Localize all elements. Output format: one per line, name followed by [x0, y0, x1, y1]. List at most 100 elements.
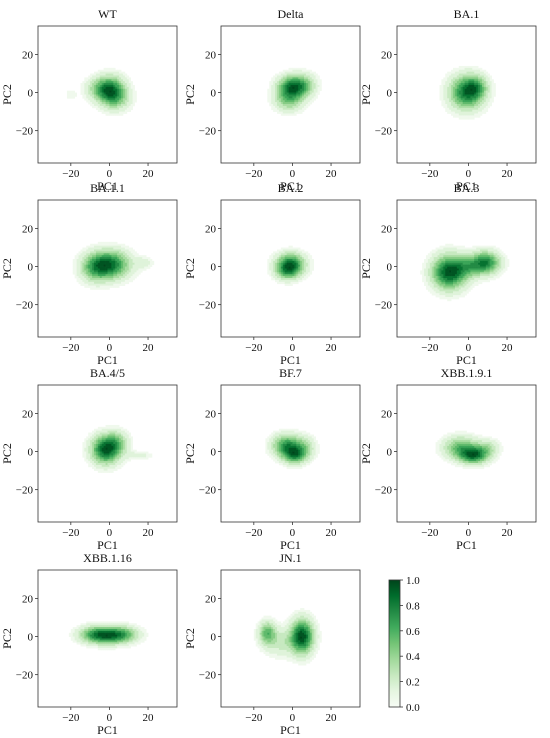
density-cell — [288, 258, 291, 262]
density-cell — [483, 84, 487, 88]
density-cell — [443, 98, 446, 101]
density-cell — [93, 287, 97, 290]
density-cell — [288, 257, 291, 260]
density-cell — [313, 71, 316, 74]
density-cell — [276, 73, 280, 76]
density-cell — [72, 90, 76, 93]
density-cell — [282, 81, 286, 84]
density-cell — [433, 264, 436, 267]
density-cell — [276, 276, 280, 279]
density-cell — [271, 445, 274, 449]
density-cell — [284, 272, 287, 275]
density-cell — [101, 257, 104, 260]
density-cell — [95, 461, 99, 464]
density-cell — [142, 453, 145, 456]
density-cell — [149, 453, 153, 456]
density-cell — [124, 96, 128, 99]
density-cell — [480, 81, 483, 84]
density-cell — [113, 426, 116, 430]
density-cell — [95, 463, 99, 466]
density-cell — [443, 100, 446, 103]
density-cell — [300, 67, 303, 71]
density-cell — [111, 442, 114, 445]
density-cell — [84, 249, 87, 252]
density-cell — [269, 257, 272, 260]
density-cell — [115, 430, 118, 433]
density-cell — [315, 83, 318, 86]
density-cell — [483, 73, 487, 76]
density-cell — [92, 281, 95, 285]
density-cell — [130, 251, 133, 254]
density-cell — [454, 71, 458, 74]
density-cell — [474, 262, 477, 266]
density-cell — [298, 247, 301, 250]
density-cell — [101, 107, 104, 111]
density-cell — [273, 276, 276, 279]
density-cell — [298, 253, 301, 256]
density-cell — [101, 69, 104, 73]
density-cell — [92, 276, 95, 279]
density-cell — [130, 268, 133, 271]
density-cell — [128, 104, 132, 107]
density-cell — [142, 451, 145, 454]
density-cell — [284, 92, 287, 95]
density-cell — [149, 258, 153, 262]
density-cell — [456, 251, 460, 254]
density-cell — [452, 285, 456, 288]
density-cell — [449, 73, 452, 76]
density-cell — [90, 98, 93, 101]
density-cell — [451, 255, 454, 258]
density-cell — [101, 90, 104, 93]
density-cell — [309, 257, 313, 260]
density-cell — [103, 262, 106, 266]
density-cell — [92, 243, 95, 247]
density-cell — [298, 92, 301, 95]
density-cell — [462, 285, 465, 288]
density-cell — [478, 253, 481, 256]
density-cell — [286, 436, 289, 439]
density-cell — [481, 262, 485, 266]
density-cell — [313, 436, 316, 439]
density-cell — [464, 104, 467, 107]
density-cell — [472, 100, 475, 103]
density-cell — [452, 94, 456, 97]
density-cell — [439, 270, 442, 273]
density-cell — [452, 88, 456, 92]
density-cell — [105, 262, 108, 266]
density-cell — [113, 260, 116, 264]
density-cell — [97, 102, 101, 105]
density-cell — [282, 262, 286, 266]
density-cell — [304, 71, 307, 74]
density-cell — [478, 104, 481, 107]
density-cell — [462, 113, 465, 116]
density-cell — [88, 440, 91, 443]
density-cell — [288, 268, 291, 271]
density-cell — [103, 281, 106, 285]
density-cell — [122, 94, 126, 97]
density-cell — [122, 279, 126, 283]
density-cell — [115, 251, 118, 254]
density-cell — [300, 251, 303, 254]
density-cell — [315, 451, 318, 454]
density-cell — [300, 92, 303, 95]
density-cell — [462, 291, 465, 294]
density-cell — [122, 247, 126, 250]
density-cell — [456, 297, 460, 300]
density-cell — [134, 94, 137, 97]
density-cell — [472, 92, 475, 95]
density-cell — [458, 113, 462, 116]
density-cell — [111, 245, 114, 248]
density-cell — [445, 262, 448, 266]
density-cell — [140, 260, 143, 264]
density-cell — [493, 247, 496, 250]
density-cell — [294, 455, 297, 458]
density-cell — [88, 272, 91, 275]
density-cell — [292, 113, 295, 116]
density-cell — [124, 79, 128, 82]
density-cell — [288, 442, 291, 445]
density-cell — [113, 96, 116, 99]
density-cell — [93, 102, 97, 105]
density-cell — [107, 453, 110, 456]
density-cell — [132, 449, 135, 452]
density-cell — [294, 109, 297, 112]
